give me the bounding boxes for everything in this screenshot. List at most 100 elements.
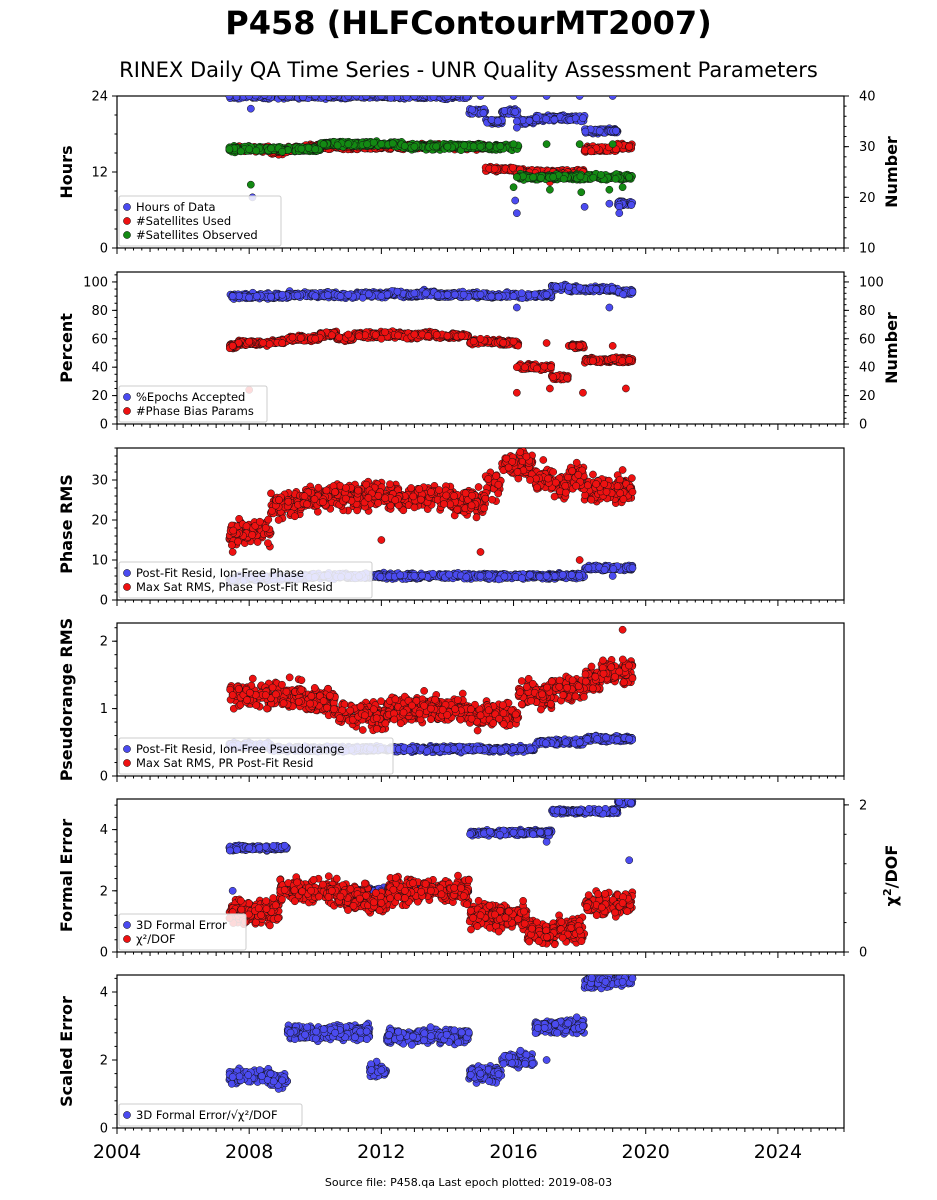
- y2-tick-label: 80: [859, 304, 876, 319]
- data-point: [618, 183, 627, 192]
- data-point: [542, 140, 551, 148]
- data-point: [511, 196, 520, 205]
- data-point: [627, 201, 636, 209]
- data-point: [362, 96, 371, 100]
- series-layer: [225, 280, 637, 397]
- y-tick-label: 80: [91, 304, 108, 319]
- data-point: [529, 173, 538, 182]
- data-point: [393, 287, 402, 296]
- data-point: [400, 142, 409, 150]
- data-point: [513, 303, 521, 312]
- data-point: [496, 142, 505, 151]
- data-point: [352, 96, 361, 100]
- y2-axis-label: Number: [882, 312, 901, 384]
- data-point: [476, 96, 485, 100]
- y-axis-label: Hours: [57, 145, 76, 198]
- data-point: [579, 114, 587, 123]
- data-point: [252, 292, 261, 301]
- legend-entry: #Satellites Observed: [136, 228, 258, 242]
- data-point: [344, 290, 353, 299]
- data-point: [377, 140, 386, 148]
- data-point: [490, 165, 499, 173]
- data-point: [439, 96, 444, 97]
- data-point: [619, 290, 628, 299]
- data-point: [479, 109, 488, 117]
- data-point: [388, 139, 397, 148]
- data-point: [246, 180, 255, 189]
- data-point: [252, 146, 261, 155]
- data-point: [542, 290, 551, 299]
- data-point: [476, 142, 485, 151]
- data-point: [410, 96, 419, 100]
- data-point: [311, 96, 320, 100]
- data-point: [513, 173, 521, 181]
- data-point: [580, 202, 589, 211]
- data-point: [297, 144, 306, 153]
- legend-marker: [123, 203, 131, 211]
- data-point: [592, 285, 601, 294]
- y2-axis-label: Number: [882, 136, 901, 208]
- data-point: [575, 140, 584, 148]
- data-point: [565, 283, 573, 291]
- data-point: [625, 173, 634, 181]
- data-point: [278, 96, 287, 100]
- data-point: [511, 107, 520, 116]
- y2-tick-label: 0: [859, 418, 867, 433]
- data-point: [508, 163, 517, 172]
- series-layer: [225, 96, 637, 218]
- y2-tick-label: 10: [859, 242, 876, 257]
- data-point: [608, 96, 617, 100]
- data-point: [628, 288, 637, 296]
- y2-tick-label: 20: [859, 389, 876, 404]
- data-point: [468, 105, 476, 114]
- data-point: [432, 142, 441, 151]
- data-point: [530, 290, 539, 299]
- data-point: [487, 115, 496, 124]
- data-point: [597, 171, 605, 179]
- data-point: [245, 96, 254, 100]
- y-tick-label: 100: [83, 275, 108, 290]
- data-point: [605, 185, 614, 194]
- data-point: [589, 173, 598, 182]
- legend-entry: #Satellites Used: [136, 214, 231, 228]
- data-point: [410, 142, 419, 151]
- data-point: [542, 96, 551, 100]
- data-point: [267, 144, 275, 153]
- data-point: [225, 145, 234, 154]
- data-point: [344, 96, 353, 100]
- data-point: [285, 96, 293, 101]
- data-point: [436, 96, 441, 97]
- data-point: [509, 96, 518, 100]
- data-point: [493, 117, 502, 126]
- data-point: [311, 292, 320, 300]
- data-point: [311, 145, 320, 154]
- y2-tick-label: 20: [859, 191, 876, 206]
- data-point: [587, 147, 596, 156]
- data-point: [487, 292, 496, 301]
- data-point: [595, 127, 604, 135]
- data-point: [410, 289, 419, 298]
- data-point: [605, 303, 614, 312]
- data-point: [575, 283, 584, 292]
- data-point: [612, 126, 620, 135]
- data-point: [245, 145, 254, 154]
- data-point: [364, 290, 373, 299]
- data-point: [319, 140, 328, 149]
- data-point: [429, 96, 438, 101]
- data-point: [611, 175, 620, 183]
- y-tick-label: 0: [100, 418, 108, 433]
- data-point: [542, 115, 550, 123]
- data-point: [402, 96, 411, 101]
- data-point: [304, 144, 313, 152]
- data-point: [476, 290, 485, 299]
- data-point: [336, 292, 345, 301]
- data-point: [323, 291, 332, 299]
- data-point: [377, 96, 386, 100]
- data-point: [225, 96, 234, 100]
- data-point: [509, 292, 518, 300]
- data-point: [469, 142, 478, 151]
- data-point: [460, 141, 469, 150]
- y2-tick-label: 40: [859, 90, 876, 105]
